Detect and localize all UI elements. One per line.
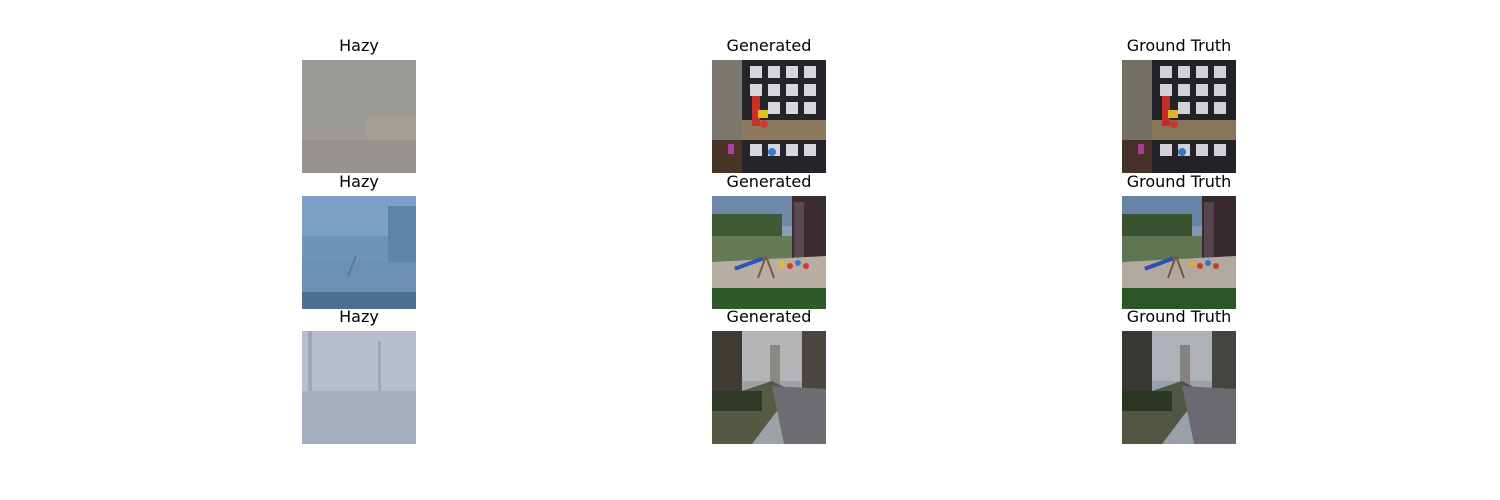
panel-title: Generated <box>726 172 812 191</box>
panel-title: Ground Truth <box>1126 307 1232 326</box>
generated-image-park <box>712 331 826 444</box>
panel-title: Generated <box>726 307 812 326</box>
panel-title: Hazy <box>339 172 379 191</box>
hazy-image-park <box>302 331 416 444</box>
panel-title: Generated <box>726 36 812 55</box>
panel-title: Ground Truth <box>1126 172 1232 191</box>
panel-title: Ground Truth <box>1126 36 1232 55</box>
ground-truth-image-park <box>1122 331 1236 444</box>
panel-title: Hazy <box>339 36 379 55</box>
panel-title: Hazy <box>339 307 379 326</box>
ground-truth-image-shelves <box>1122 60 1236 173</box>
generated-image-shelves <box>712 60 826 173</box>
ground-truth-image-playground <box>1122 196 1236 309</box>
generated-image-playground <box>712 196 826 309</box>
hazy-image-playground <box>302 196 416 309</box>
hazy-image-shelves <box>302 60 416 173</box>
